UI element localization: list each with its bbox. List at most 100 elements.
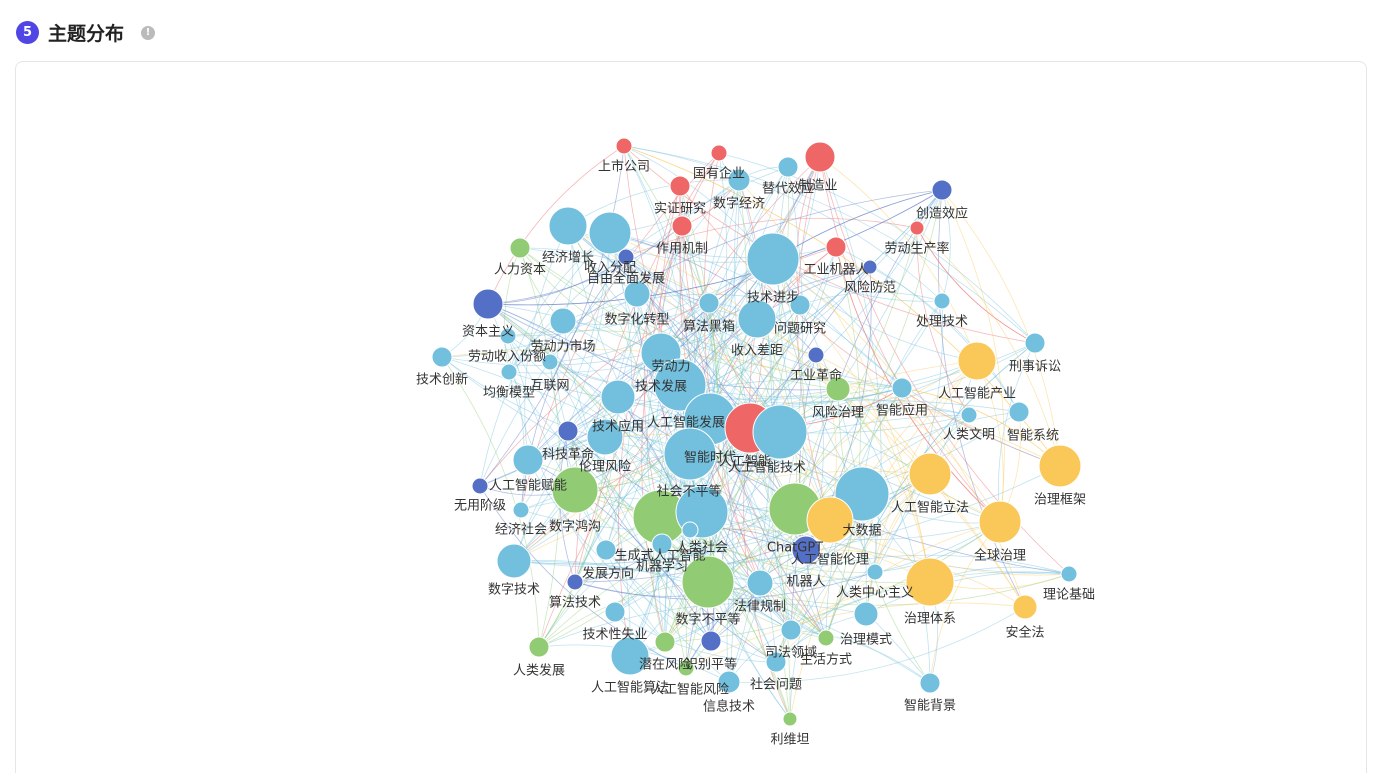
node[interactable]	[595, 539, 617, 561]
node[interactable]	[471, 477, 489, 495]
node[interactable]	[588, 211, 632, 255]
node[interactable]	[765, 651, 787, 673]
node[interactable]	[807, 346, 825, 364]
edge	[916, 227, 1036, 344]
node[interactable]	[541, 353, 559, 371]
node[interactable]	[431, 346, 453, 368]
node[interactable]	[600, 379, 636, 415]
node[interactable]	[866, 563, 884, 581]
node[interactable]	[671, 215, 693, 237]
node[interactable]	[804, 141, 836, 173]
node-label: 数字技术	[488, 583, 540, 598]
node[interactable]	[727, 168, 751, 192]
node[interactable]	[777, 156, 799, 178]
node[interactable]	[586, 418, 624, 456]
node[interactable]	[737, 299, 777, 339]
edge	[759, 521, 1001, 584]
node[interactable]	[1012, 594, 1038, 620]
node[interactable]	[549, 307, 577, 335]
edge	[487, 189, 943, 306]
node[interactable]	[472, 288, 504, 320]
node[interactable]	[791, 535, 821, 565]
node[interactable]	[780, 619, 802, 641]
edge	[567, 430, 687, 669]
node[interactable]	[710, 144, 728, 162]
node[interactable]	[500, 363, 518, 381]
node[interactable]	[681, 521, 699, 539]
node[interactable]	[960, 406, 978, 424]
node[interactable]	[1024, 332, 1046, 354]
node-label: 数字化转型	[604, 313, 669, 328]
edge	[609, 232, 837, 259]
node[interactable]	[551, 466, 599, 514]
node[interactable]	[862, 259, 878, 275]
edge	[487, 225, 683, 305]
node[interactable]	[752, 404, 808, 460]
node[interactable]	[1008, 401, 1030, 423]
node[interactable]	[1038, 444, 1082, 488]
node[interactable]	[1060, 565, 1078, 583]
node[interactable]	[817, 629, 835, 647]
node[interactable]	[512, 501, 530, 519]
node[interactable]	[957, 341, 997, 381]
node[interactable]	[931, 179, 953, 201]
node-label: 社会不平等	[656, 484, 721, 500]
node[interactable]	[789, 294, 811, 316]
node[interactable]	[908, 452, 952, 496]
node[interactable]	[782, 711, 798, 727]
edge	[549, 302, 710, 363]
edge	[772, 258, 978, 362]
node[interactable]	[825, 376, 851, 402]
node[interactable]	[557, 420, 579, 442]
node[interactable]	[528, 636, 550, 658]
node[interactable]	[663, 427, 717, 481]
node[interactable]	[509, 237, 531, 259]
node[interactable]	[604, 601, 626, 623]
edge	[567, 225, 792, 631]
node[interactable]	[496, 543, 532, 579]
node[interactable]	[717, 670, 741, 694]
edge	[929, 521, 1001, 684]
node[interactable]	[548, 206, 588, 246]
node[interactable]	[653, 358, 707, 412]
info-icon[interactable]: !	[141, 25, 156, 40]
node[interactable]	[623, 280, 651, 308]
node[interactable]	[512, 444, 544, 476]
node[interactable]	[978, 500, 1022, 544]
node-label: 国有企业	[693, 166, 745, 182]
edge	[837, 388, 931, 583]
node-label: 人工智能发展	[647, 415, 725, 431]
node[interactable]	[654, 631, 676, 653]
node[interactable]	[499, 327, 517, 345]
node[interactable]	[669, 175, 691, 197]
node[interactable]	[566, 573, 584, 591]
node[interactable]	[909, 220, 925, 236]
node-label: 人力资本	[494, 263, 546, 278]
node[interactable]	[651, 533, 673, 555]
node[interactable]	[891, 377, 913, 399]
edge	[777, 166, 831, 521]
edge	[538, 508, 796, 648]
node[interactable]	[615, 137, 633, 155]
node[interactable]	[853, 601, 879, 627]
edge	[527, 225, 683, 461]
node[interactable]	[825, 236, 847, 258]
node[interactable]	[919, 672, 941, 694]
edge	[819, 156, 1001, 523]
node-label: 治理体系	[904, 612, 956, 627]
node[interactable]	[746, 232, 800, 286]
node-label: 上市公司	[598, 159, 650, 175]
node[interactable]	[698, 292, 720, 314]
node[interactable]	[681, 555, 735, 609]
node[interactable]	[700, 630, 722, 652]
node[interactable]	[617, 248, 635, 266]
node[interactable]	[905, 557, 955, 607]
node[interactable]	[746, 569, 774, 597]
node[interactable]	[610, 636, 650, 676]
node[interactable]	[806, 496, 854, 544]
node[interactable]	[677, 659, 695, 677]
node[interactable]	[933, 292, 951, 310]
edge	[487, 189, 943, 306]
edge	[519, 247, 662, 354]
